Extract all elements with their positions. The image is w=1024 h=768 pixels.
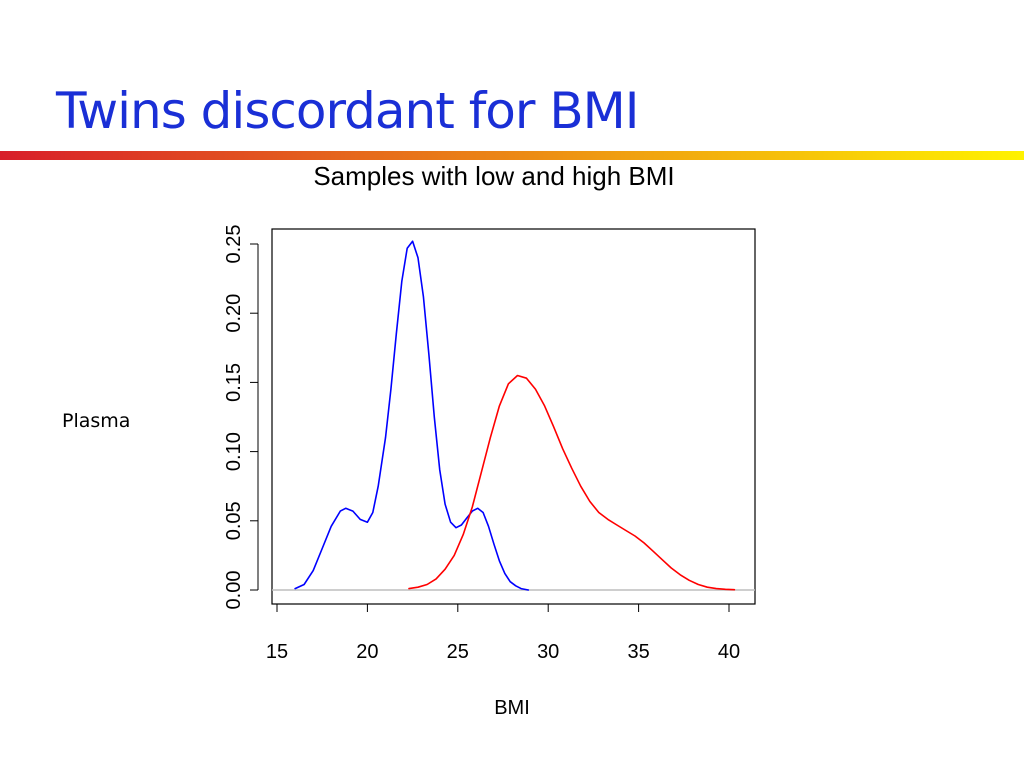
plasma-label: Plasma (62, 410, 131, 432)
x-axis: 15 20 25 30 35 40 (266, 603, 740, 663)
slide-title: Twins discordant for BMI (56, 82, 640, 140)
x-tick-label: 40 (718, 641, 740, 663)
x-tick-label: 35 (627, 641, 649, 663)
y-tick-label: 0.05 (223, 501, 245, 540)
chart-title: Samples with low and high BMI (313, 161, 674, 191)
y-tick-label: 0.10 (223, 432, 245, 471)
plot-layer (272, 240, 755, 591)
high-bmi-density-line (408, 374, 736, 591)
y-axis: 0.00 0.05 0.10 0.15 0.20 0.25 (223, 225, 259, 610)
x-tick-label: 20 (356, 641, 378, 663)
y-tick-label: 0.15 (223, 363, 245, 402)
plot-frame (271, 228, 756, 605)
title-underline-gradient (0, 151, 1024, 160)
y-tick-label: 0.25 (223, 225, 245, 264)
y-tick-label: 0.20 (223, 294, 245, 333)
x-tick-label: 15 (266, 641, 288, 663)
x-tick-label: 25 (447, 641, 469, 663)
x-axis-label: BMI (494, 697, 530, 719)
y-tick-label: 0.00 (223, 571, 245, 610)
x-tick-label: 30 (537, 641, 559, 663)
low-bmi-density-line (294, 240, 530, 591)
